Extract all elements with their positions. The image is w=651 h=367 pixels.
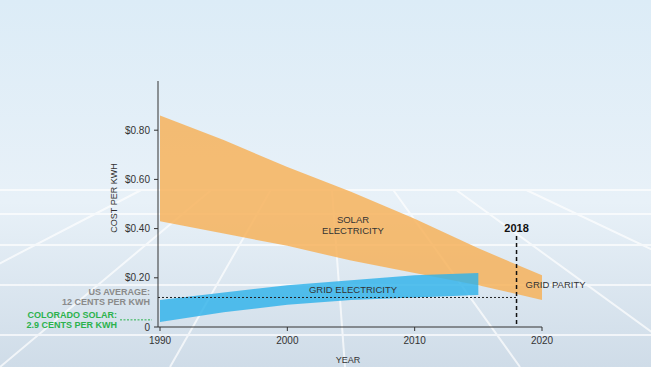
x-tick xyxy=(160,327,161,331)
y-tick-label: $0.40 xyxy=(125,223,150,234)
panel-line xyxy=(526,190,651,367)
y-tick xyxy=(154,179,158,180)
y-tick-label: $0.60 xyxy=(125,174,150,185)
band xyxy=(160,115,542,300)
x-tick xyxy=(287,327,288,331)
y-axis xyxy=(158,81,159,327)
y-tick xyxy=(154,228,158,229)
annotation-label: GRID PARITY xyxy=(526,279,587,290)
reference-line xyxy=(120,319,152,320)
marker-line xyxy=(516,236,518,327)
x-axis-label: YEAR xyxy=(336,355,361,365)
panel-line xyxy=(0,334,651,336)
y-tick xyxy=(154,130,158,131)
x-tick xyxy=(542,327,543,331)
axes xyxy=(158,81,542,327)
x-tick-label: 1990 xyxy=(149,335,172,346)
x-axis xyxy=(158,327,542,328)
background xyxy=(0,0,651,367)
annotation-label: 12 CENTS PER KWH xyxy=(62,297,150,307)
series-label-line: ELECTRICITY xyxy=(322,225,384,236)
reference-line xyxy=(158,297,517,298)
y-tick-label: $0.80 xyxy=(125,125,150,136)
series-label: GRID ELECTRICITY xyxy=(309,284,398,295)
annotation-label: US AVERAGE: xyxy=(88,287,150,297)
plot-area xyxy=(160,115,542,322)
y-tick-label: 0 xyxy=(144,322,150,333)
series-label: SOLARELECTRICITY xyxy=(322,214,384,236)
series-label-line: SOLAR xyxy=(337,214,369,225)
annotation-label: COLORADO SOLAR: xyxy=(28,310,118,320)
x-tick-label: 2010 xyxy=(404,335,427,346)
y-tick xyxy=(154,277,158,278)
x-tick-label: 2020 xyxy=(531,335,554,346)
y-tick-label: $0.20 xyxy=(125,272,150,283)
panel-line xyxy=(0,190,141,367)
x-tick-label: 2000 xyxy=(276,335,299,346)
chart: 0 $0.20 $0.40 $0.60 $0.80 1990 2000 2010 2020 YEA… xyxy=(0,0,651,367)
annotation-label: 2.9 CENTS PER KWH xyxy=(26,320,117,330)
y-axis-label: COST PER KWH xyxy=(109,163,119,232)
y-tick xyxy=(154,327,158,328)
marker-label: 2018 xyxy=(504,222,528,234)
x-tick xyxy=(414,327,415,331)
